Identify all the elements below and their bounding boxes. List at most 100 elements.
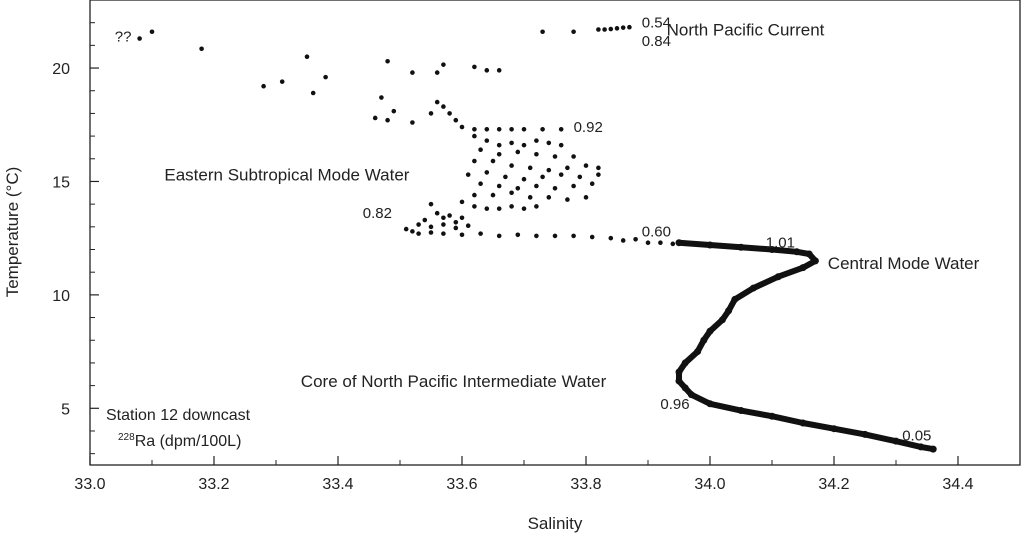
data-point — [441, 231, 446, 236]
data-point — [521, 142, 527, 148]
data-point — [490, 158, 496, 164]
data-point — [410, 120, 415, 125]
data-point — [472, 126, 477, 132]
data-point — [768, 246, 776, 254]
dense-profile-trace — [676, 239, 937, 453]
data-point — [620, 25, 626, 30]
data-point — [453, 219, 459, 225]
data-point — [892, 437, 900, 445]
water-mass-annotation: Eastern Subtropical Mode Water — [164, 166, 409, 185]
x-axis-title: Salinity — [528, 514, 583, 533]
data-point — [725, 307, 733, 315]
data-point — [391, 108, 397, 114]
y-tick-label: 20 — [52, 61, 70, 78]
data-point — [571, 233, 576, 239]
y-tick-label: 15 — [52, 174, 70, 191]
data-point — [799, 264, 807, 272]
data-point — [687, 391, 695, 399]
data-point — [261, 83, 266, 89]
x-tick-label: 33.0 — [74, 476, 105, 493]
data-point — [521, 126, 527, 132]
data-point — [490, 192, 496, 198]
data-point — [614, 26, 620, 31]
data-point — [700, 336, 708, 344]
data-point — [737, 243, 745, 251]
data-point — [565, 197, 570, 202]
data-point — [416, 222, 421, 227]
data-point — [496, 151, 502, 157]
data-point — [521, 206, 527, 211]
data-point — [608, 26, 614, 32]
data-point — [441, 222, 446, 227]
data-point — [478, 147, 483, 153]
data-point — [571, 154, 576, 159]
data-point — [434, 210, 440, 216]
data-point — [552, 154, 558, 159]
x-tick-label: 33.6 — [446, 476, 477, 493]
data-point — [304, 54, 310, 60]
data-point — [149, 29, 155, 35]
data-point — [546, 140, 552, 146]
data-point — [428, 230, 434, 235]
data-point — [830, 425, 838, 433]
y-tick-label: 5 — [61, 401, 70, 418]
data-point — [496, 68, 502, 73]
data-point — [422, 217, 428, 223]
data-point — [496, 126, 502, 132]
data-point — [583, 163, 589, 168]
data-point — [534, 138, 539, 143]
data-point — [472, 192, 477, 198]
data-point — [737, 407, 745, 415]
radium-value-label: 0.82 — [363, 205, 392, 222]
data-point — [534, 183, 539, 189]
data-point — [379, 95, 384, 100]
data-point — [540, 174, 545, 180]
data-point — [799, 419, 807, 427]
data-point — [137, 36, 142, 41]
data-point — [478, 181, 483, 187]
chart-labels: ?? 0.540.84 0.92 0.82 0.60 1.01 0.96 0.05 North … — [115, 15, 980, 445]
y-tick-label: 10 — [52, 288, 70, 305]
data-point — [410, 70, 415, 75]
data-point — [583, 195, 589, 200]
legend-radium-superscript: 228 — [118, 432, 135, 443]
data-point — [503, 174, 508, 180]
data-point — [633, 237, 638, 242]
data-point — [706, 241, 714, 249]
data-point — [509, 163, 514, 168]
data-point — [434, 70, 440, 75]
data-point — [509, 140, 514, 146]
data-point — [527, 165, 533, 171]
data-point — [459, 232, 465, 238]
data-point — [472, 64, 477, 70]
radium-value-label: ?? — [115, 28, 132, 45]
data-point — [509, 190, 514, 196]
data-point — [472, 133, 477, 139]
data-point — [811, 257, 819, 265]
data-points — [137, 24, 937, 453]
data-point — [323, 74, 328, 80]
x-tick-label: 34.0 — [694, 476, 725, 493]
data-point — [441, 62, 446, 67]
data-point — [478, 231, 483, 236]
data-point — [929, 445, 937, 453]
data-point — [540, 126, 545, 132]
data-point — [447, 111, 452, 116]
data-point — [372, 115, 378, 121]
data-point — [552, 233, 558, 239]
data-point — [675, 377, 683, 385]
data-point — [428, 224, 434, 230]
data-point — [571, 29, 576, 35]
x-tick-label: 34.4 — [942, 476, 973, 493]
data-point — [496, 142, 502, 148]
data-point — [589, 234, 595, 240]
data-point — [484, 170, 490, 175]
data-point — [310, 90, 316, 96]
x-tick-label: 33.4 — [322, 476, 353, 493]
data-point — [385, 58, 390, 64]
data-point — [681, 359, 689, 367]
data-point — [694, 348, 702, 356]
radium-value-label: 1.01 — [766, 235, 795, 252]
radium-value-label: 0.96 — [660, 396, 689, 413]
